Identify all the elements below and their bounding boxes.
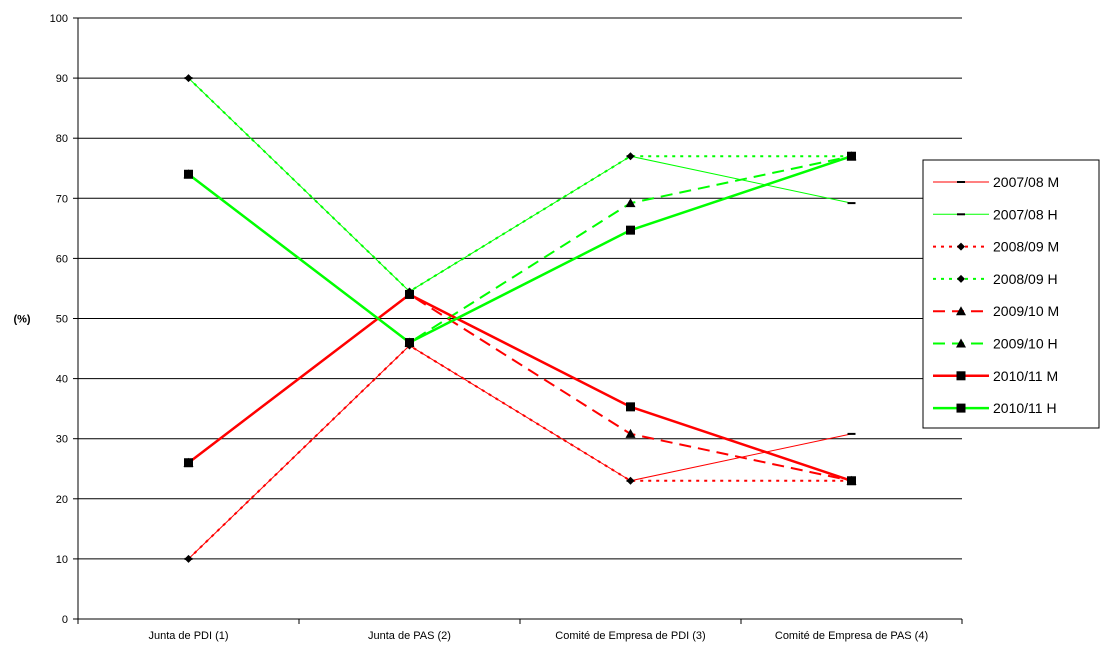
legend-label: 2008/09 M	[993, 239, 1059, 255]
series-line	[187, 344, 852, 560]
legend-box	[922, 159, 1100, 429]
legend-entry: 2007/08 M	[933, 174, 1059, 190]
legend-entry: 2010/11 M	[933, 368, 1058, 384]
series-2007/08 H	[184, 77, 856, 293]
legend-entry: 2009/10 H	[933, 336, 1058, 352]
data-point	[847, 476, 856, 486]
legend-entry: 2010/11 H	[933, 400, 1057, 416]
data-point	[626, 152, 635, 161]
legend-label: 2007/08 H	[993, 206, 1058, 222]
data-point	[184, 169, 193, 179]
y-tick-label: 20	[56, 494, 68, 506]
series-line	[188, 77, 852, 293]
series-2008/09 M	[184, 341, 856, 563]
y-tick-label: 80	[56, 133, 68, 145]
legend: 2007/08 M 2007/08 H 2008/09 M 2008/09 H 2009…	[922, 159, 1100, 429]
legend-label: 2009/10 H	[993, 336, 1058, 352]
y-tick-label: 0	[62, 614, 68, 626]
data-point	[184, 554, 193, 563]
y-tick-label: 90	[56, 73, 68, 85]
series-line	[188, 344, 852, 560]
legend-label: 2010/11 M	[993, 368, 1058, 384]
series-2007/08 M	[184, 344, 856, 560]
legend-entry: 2008/09 M	[933, 239, 1059, 255]
y-tick-label: 50	[56, 314, 68, 326]
series-2010/11 M	[184, 289, 856, 486]
data-point	[847, 151, 856, 161]
legend-marker	[956, 306, 966, 316]
data-point	[405, 289, 414, 299]
series-line	[187, 292, 852, 482]
data-point	[625, 428, 636, 438]
data-point	[626, 402, 635, 412]
y-tick-label: 60	[56, 253, 68, 265]
legend-entry: 2007/08 H	[933, 206, 1058, 222]
data-point	[625, 198, 636, 208]
gridlines	[78, 17, 962, 620]
legend-label: 2008/09 H	[993, 271, 1058, 287]
y-tick-label: 30	[56, 434, 68, 446]
legend-marker	[957, 274, 965, 283]
legend-marker	[956, 371, 966, 381]
x-tick-label: Comité de Empresa de PDI (3)	[555, 630, 705, 642]
data-point	[184, 458, 193, 468]
legend-entry: 2009/10 M	[933, 303, 1059, 319]
legend-entry: 2008/09 H	[933, 271, 1058, 287]
series-2010/11 H	[184, 151, 856, 348]
y-tick-label: 10	[56, 554, 68, 566]
data-point	[847, 432, 856, 435]
y-axis-ticks: 0 10 20 30 40 50 60 70 80 90 100	[50, 13, 78, 626]
x-tick-label: Junta de PAS (2)	[368, 630, 451, 642]
series-group	[183, 74, 857, 563]
legend-marker	[957, 242, 965, 251]
series-2008/09 H	[184, 74, 856, 296]
series-line	[187, 155, 852, 345]
data-point	[626, 476, 635, 485]
legend-marker	[956, 403, 966, 413]
y-tick-label: 100	[50, 13, 68, 25]
series-line	[187, 77, 852, 293]
x-tick-label: Junta de PDI (1)	[148, 630, 228, 642]
legend-marker	[957, 181, 965, 183]
legend-label: 2009/10 M	[993, 303, 1059, 319]
data-point	[405, 338, 414, 348]
data-point	[847, 202, 856, 205]
legend-label: 2007/08 M	[993, 174, 1059, 190]
x-tick-label: Comité de Empresa de PAS (4)	[775, 630, 928, 642]
legend-label: 2010/11 H	[993, 400, 1057, 416]
y-axis-label: (%)	[13, 314, 30, 326]
x-axis-ticks: Junta de PDI (1) Junta de PAS (2) Comité d…	[77, 619, 963, 642]
y-tick-label: 40	[56, 374, 68, 386]
legend-marker	[956, 338, 966, 348]
legend-marker	[957, 213, 965, 216]
data-point	[626, 225, 635, 235]
y-tick-label: 70	[56, 193, 68, 205]
data-point	[184, 74, 193, 83]
